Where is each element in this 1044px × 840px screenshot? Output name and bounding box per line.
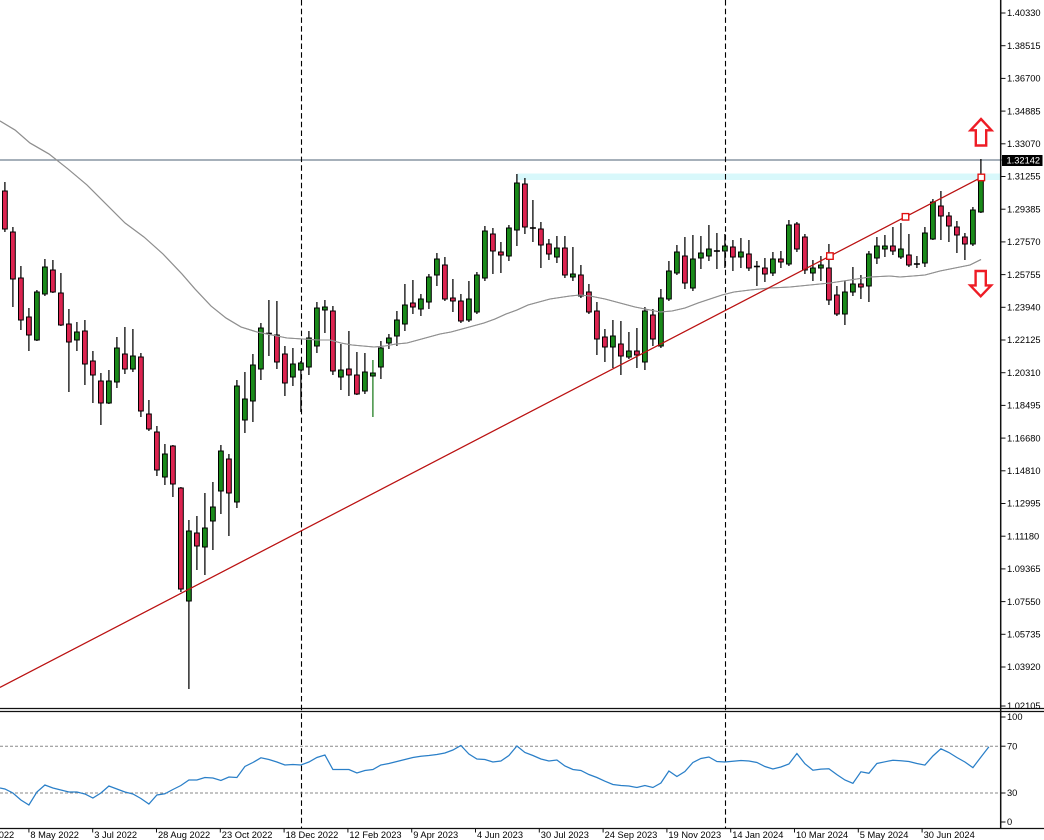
svg-text:13 Mar 2022: 13 Mar 2022	[0, 830, 14, 840]
svg-text:5 May 2024: 5 May 2024	[860, 830, 909, 840]
svg-text:1.32142: 1.32142	[1007, 156, 1041, 166]
svg-text:1.14810: 1.14810	[1007, 466, 1041, 476]
svg-text:1.18495: 1.18495	[1007, 401, 1041, 411]
svg-text:23 Oct 2022: 23 Oct 2022	[222, 830, 273, 840]
svg-text:30: 30	[1007, 788, 1017, 798]
svg-text:1.03920: 1.03920	[1007, 662, 1041, 672]
svg-text:70: 70	[1007, 741, 1017, 751]
svg-text:14 Jan 2024: 14 Jan 2024	[732, 830, 783, 840]
svg-text:1.33070: 1.33070	[1007, 139, 1041, 149]
svg-text:24 Sep 2023: 24 Sep 2023	[605, 830, 658, 840]
svg-text:1.07550: 1.07550	[1007, 597, 1041, 607]
svg-text:1.12995: 1.12995	[1007, 499, 1041, 509]
svg-text:1.27570: 1.27570	[1007, 237, 1041, 247]
svg-text:1.25755: 1.25755	[1007, 270, 1041, 280]
svg-text:100: 100	[1007, 712, 1023, 722]
svg-text:19 Nov 2023: 19 Nov 2023	[668, 830, 721, 840]
svg-text:1.29385: 1.29385	[1007, 204, 1041, 214]
svg-text:1.11180: 1.11180	[1007, 531, 1039, 541]
svg-text:1.05735: 1.05735	[1007, 630, 1041, 640]
svg-text:1.36700: 1.36700	[1007, 74, 1041, 84]
svg-text:1.02105: 1.02105	[1007, 701, 1041, 711]
svg-text:10 Mar 2024: 10 Mar 2024	[796, 830, 848, 840]
svg-text:1.40330: 1.40330	[1007, 8, 1041, 18]
svg-text:12 Feb 2023: 12 Feb 2023	[349, 830, 401, 840]
svg-text:18 Dec 2022: 18 Dec 2022	[286, 830, 339, 840]
svg-text:28 Aug 2022: 28 Aug 2022	[158, 830, 210, 840]
svg-text:9 Apr 2023: 9 Apr 2023	[413, 830, 458, 840]
svg-text:30 Jul 2023: 30 Jul 2023	[541, 830, 589, 840]
svg-text:1.23940: 1.23940	[1007, 303, 1041, 313]
svg-text:1.38515: 1.38515	[1007, 41, 1041, 51]
svg-text:8 May 2022: 8 May 2022	[30, 830, 79, 840]
svg-text:0: 0	[1007, 817, 1012, 827]
svg-text:1.09365: 1.09365	[1007, 564, 1041, 574]
svg-text:1.31255: 1.31255	[1007, 172, 1041, 182]
svg-text:1.16680: 1.16680	[1007, 433, 1041, 443]
svg-text:3 Jul 2022: 3 Jul 2022	[94, 830, 137, 840]
svg-text:4 Jun 2023: 4 Jun 2023	[477, 830, 523, 840]
svg-text:30 Jun 2024: 30 Jun 2024	[924, 830, 975, 840]
svg-text:1.20310: 1.20310	[1007, 368, 1041, 378]
svg-text:1.34885: 1.34885	[1007, 106, 1041, 116]
svg-text:1.22125: 1.22125	[1007, 335, 1041, 345]
